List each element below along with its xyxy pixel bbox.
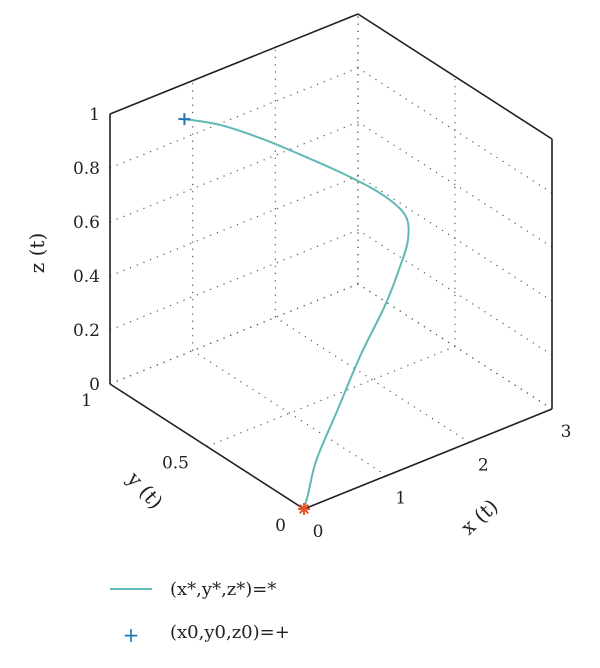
- grid-backwall-z-2: [109, 175, 359, 277]
- axes-box: [109, 13, 553, 510]
- z-axis-label: z (t): [25, 233, 49, 274]
- markers-group: [178, 113, 310, 515]
- box-edge-1: [109, 383, 305, 510]
- x-axis-label: x (t): [456, 494, 503, 539]
- legend-label-initial: (x0,y0,z0)=+: [170, 622, 290, 643]
- grid-lines: [109, 13, 553, 510]
- box-edge-5: [357, 13, 553, 140]
- x-tick-label-0: 0: [313, 522, 324, 542]
- z-tick-label-4: 0.8: [73, 159, 100, 179]
- trajectory-curve-group: [184, 118, 410, 510]
- grid-backwall-z-4: [109, 67, 359, 169]
- z-tick-label-2: 0.4: [73, 267, 100, 287]
- grid-floor-x-2: [275, 316, 470, 443]
- z-tick-label-0: 0: [89, 375, 100, 395]
- z-tick-label-3: 0.6: [73, 213, 100, 233]
- x-tick-label-2: 2: [478, 455, 489, 475]
- grid-backwall-z-0: [109, 283, 359, 385]
- grid-sidewall-z-0: [357, 283, 553, 410]
- box-edge-0: [303, 408, 553, 510]
- grid-floor-x-1: [192, 350, 387, 477]
- y-tick-label-1: 0.5: [162, 454, 189, 474]
- legend: (x*,y*,z*)=* + (x0,y0,z0)=+: [110, 579, 290, 647]
- box-edge-4: [109, 13, 359, 115]
- grid-sidewall-z-4: [357, 67, 553, 194]
- legend-label-trajectory: (x*,y*,z*)=*: [170, 579, 276, 600]
- grid-backwall-z-3: [109, 121, 359, 223]
- x-tick-label-3: 3: [561, 422, 572, 442]
- grid-sidewall-z-1: [357, 229, 553, 356]
- grid-floor-y-1: [206, 345, 456, 448]
- y-tick-label-2: 1: [81, 391, 92, 411]
- equilibrium-star-marker-3: [299, 504, 309, 514]
- y-tick-label-0: 0: [275, 516, 286, 536]
- x-tick-label-1: 1: [395, 489, 406, 509]
- grid-backwall-z-1: [109, 229, 359, 331]
- z-tick-label-5: 1: [89, 105, 100, 125]
- grid-sidewall-z-2: [357, 175, 553, 302]
- trajectory-line: [184, 118, 410, 510]
- z-tick-label-1: 0.2: [73, 321, 100, 341]
- grid-sidewall-z-3: [357, 121, 553, 248]
- legend-plus-marker: +: [123, 623, 140, 647]
- grid-floor-y-2: [109, 283, 359, 385]
